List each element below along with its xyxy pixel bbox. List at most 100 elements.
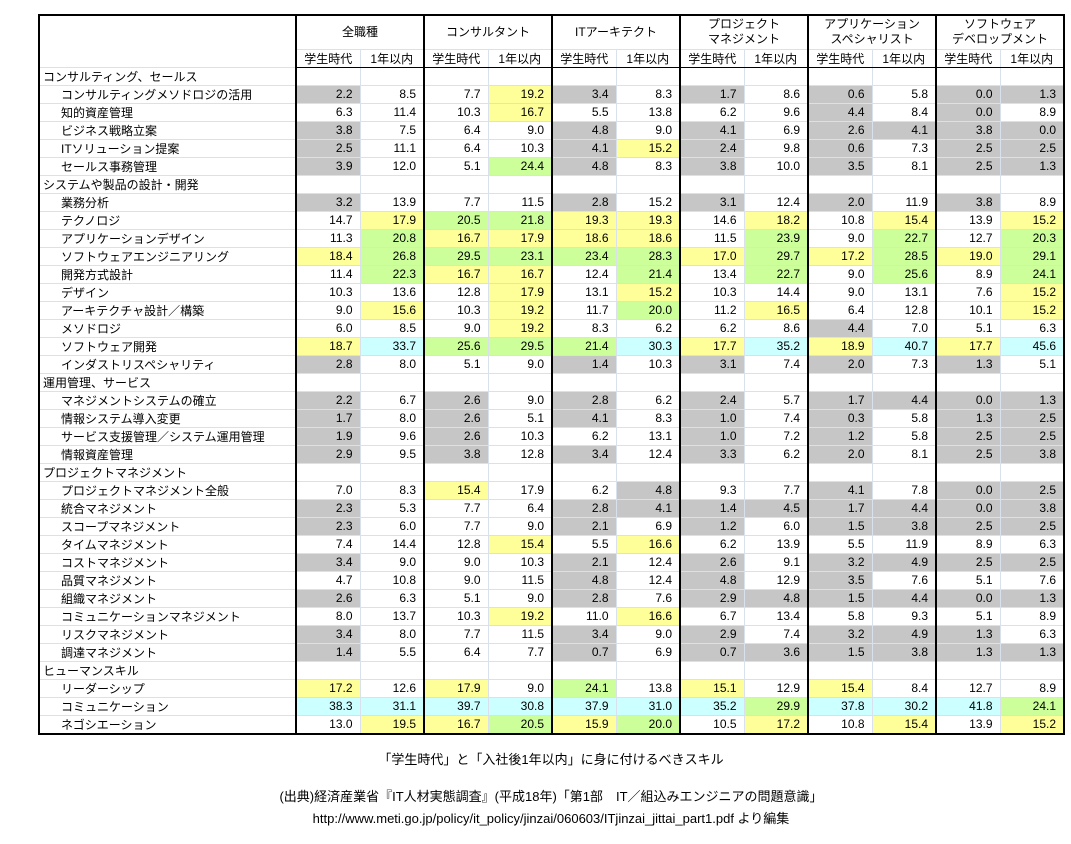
value-cell: 1.4 xyxy=(551,354,617,374)
value-cell: 1.0 xyxy=(679,426,745,446)
value-cell: 20.5 xyxy=(487,714,553,734)
value-cell: 6.2 xyxy=(679,318,745,338)
value-cell: 9.0 xyxy=(423,570,489,590)
value-cell: 18.9 xyxy=(807,336,873,356)
value-cell: 18.6 xyxy=(615,228,681,248)
row-label: ビジネス戦略立案 xyxy=(38,120,297,140)
value-cell: 2.5 xyxy=(935,552,1001,572)
value-cell: 19.2 xyxy=(487,606,553,626)
value-cell: 8.9 xyxy=(999,192,1065,212)
table-row: 品質マネジメント 4.7 10.8 9.0 11.5 4.8 12.4 4.8 12.9 3.5 7… xyxy=(38,570,1065,590)
value-cell: 6.3 xyxy=(359,588,425,608)
row-label: テクノロジ xyxy=(38,210,297,230)
value-cell: 28.3 xyxy=(615,246,681,266)
value-cell: 11.0 xyxy=(551,606,617,626)
value-cell: 3.8 xyxy=(871,642,937,662)
value-cell: 3.8 xyxy=(423,444,489,464)
value-cell: 19.2 xyxy=(487,84,553,104)
value-cell: 4.1 xyxy=(871,120,937,140)
value-cell: 15.2 xyxy=(999,714,1065,734)
value-cell: 24.1 xyxy=(551,678,617,698)
value-cell: 17.2 xyxy=(807,246,873,266)
value-cell: 11.5 xyxy=(487,570,553,590)
value-cell: 2.9 xyxy=(679,624,745,644)
column-group-header-row: 全職種 コンサルタント ITアーキテクト プロジェクト マネジメント アプリケーション … xyxy=(38,14,1065,68)
value-cell: 21.4 xyxy=(551,336,617,356)
value-cell: 13.4 xyxy=(679,264,745,284)
value-cell: 7.4 xyxy=(743,624,809,644)
section-header-row: ヒューマンスキル xyxy=(38,660,1065,680)
value-cell: 1.0 xyxy=(679,408,745,428)
value-cell: 15.2 xyxy=(615,192,681,212)
empty-cell xyxy=(679,174,745,194)
value-cell: 17.9 xyxy=(423,678,489,698)
value-cell: 29.5 xyxy=(487,336,553,356)
value-cell: 1.4 xyxy=(679,498,745,518)
value-cell: 8.1 xyxy=(871,444,937,464)
value-cell: 8.0 xyxy=(359,624,425,644)
value-cell: 10.8 xyxy=(807,210,873,230)
empty-cell xyxy=(999,66,1065,86)
value-cell: 26.8 xyxy=(359,246,425,266)
row-label: 業務分析 xyxy=(38,192,297,212)
section-header-row: プロジェクトマネジメント xyxy=(38,462,1065,482)
value-cell: 33.7 xyxy=(359,336,425,356)
value-cell: 7.6 xyxy=(871,570,937,590)
table-row: セールス事務管理 3.9 12.0 5.1 24.4 4.8 8.3 3.8 10.0 3.5 8.… xyxy=(38,156,1065,176)
table-row: プロジェクトマネジメント全般 7.0 8.3 15.4 17.9 6.2 4.8 9.3 7.7… xyxy=(38,480,1065,500)
value-cell: 3.4 xyxy=(295,624,361,644)
value-cell: 8.4 xyxy=(871,102,937,122)
value-cell: 18.2 xyxy=(743,210,809,230)
value-cell: 10.3 xyxy=(487,426,553,446)
value-cell: 21.4 xyxy=(615,264,681,284)
skills-table: 全職種 コンサルタント ITアーキテクト プロジェクト マネジメント アプリケーション … xyxy=(38,14,1065,735)
value-cell: 4.4 xyxy=(871,498,937,518)
value-cell: 14.4 xyxy=(743,282,809,302)
value-cell: 23.9 xyxy=(743,228,809,248)
empty-cell xyxy=(423,174,489,194)
value-cell: 7.6 xyxy=(999,570,1065,590)
value-cell: 2.9 xyxy=(679,588,745,608)
value-cell: 1.5 xyxy=(807,588,873,608)
column-group-header: アプリケーション スペシャリスト xyxy=(807,14,937,50)
value-cell: 6.9 xyxy=(615,516,681,536)
value-cell: 10.3 xyxy=(679,282,745,302)
value-cell: 10.3 xyxy=(295,282,361,302)
value-cell: 8.9 xyxy=(999,678,1065,698)
value-cell: 8.3 xyxy=(615,84,681,104)
value-cell: 4.8 xyxy=(551,570,617,590)
value-cell: 12.9 xyxy=(743,678,809,698)
value-cell: 1.3 xyxy=(935,408,1001,428)
table-row: アプリケーションデザイン 11.3 20.8 16.7 17.9 18.6 18.6 11.5… xyxy=(38,228,1065,248)
value-cell: 12.4 xyxy=(551,264,617,284)
table-row: 組織マネジメント 2.6 6.3 5.1 9.0 2.8 7.6 2.9 4.8 1.5 4.4 0.… xyxy=(38,588,1065,608)
empty-cell xyxy=(487,462,553,482)
value-cell: 30.8 xyxy=(487,696,553,716)
value-cell: 1.7 xyxy=(679,84,745,104)
value-cell: 4.8 xyxy=(679,570,745,590)
value-cell: 15.2 xyxy=(999,300,1065,320)
value-cell: 4.8 xyxy=(551,120,617,140)
value-cell: 9.0 xyxy=(359,552,425,572)
table-row: マネジメントシステムの確立 2.2 6.7 2.6 9.0 2.8 6.2 2.4 5.7 1.7… xyxy=(38,390,1065,410)
value-cell: 12.8 xyxy=(423,282,489,302)
value-cell: 7.0 xyxy=(295,480,361,500)
value-cell: 10.3 xyxy=(423,606,489,626)
row-label: ITソリューション提案 xyxy=(38,138,297,158)
value-cell: 17.2 xyxy=(295,678,361,698)
value-cell: 8.5 xyxy=(359,84,425,104)
value-cell: 29.1 xyxy=(999,246,1065,266)
row-label: 調達マネジメント xyxy=(38,642,297,662)
value-cell: 3.8 xyxy=(999,444,1065,464)
empty-cell xyxy=(551,462,617,482)
value-cell: 2.6 xyxy=(423,408,489,428)
table-row: アーキテクチャ設計／構築 9.0 15.6 10.3 19.2 11.7 20.0 11.2 1… xyxy=(38,300,1065,320)
value-cell: 2.9 xyxy=(295,444,361,464)
value-cell: 35.2 xyxy=(679,696,745,716)
value-cell: 10.3 xyxy=(423,102,489,122)
value-cell: 8.5 xyxy=(359,318,425,338)
value-cell: 2.5 xyxy=(999,516,1065,536)
value-cell: 9.5 xyxy=(359,444,425,464)
value-cell: 0.0 xyxy=(999,120,1065,140)
value-cell: 6.9 xyxy=(615,642,681,662)
